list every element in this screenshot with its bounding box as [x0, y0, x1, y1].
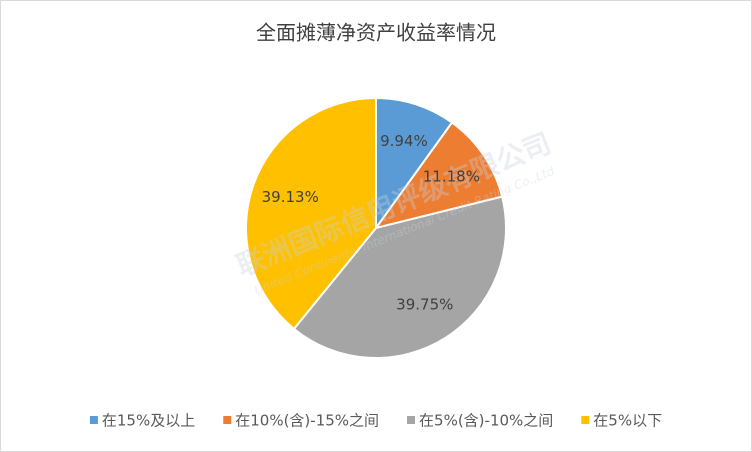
data-label: 39.75%: [396, 295, 453, 313]
legend-marker: [89, 416, 98, 424]
legend-marker: [223, 416, 232, 424]
legend-marker: [407, 416, 416, 424]
legend-label: 在5%以下: [593, 412, 662, 430]
data-label: 11.18%: [423, 167, 480, 185]
legend-marker: [581, 416, 590, 424]
legend-label: 在15%及以上: [102, 412, 195, 430]
chart-title: 全面摊薄净资产收益率情况: [256, 21, 496, 45]
pie-slice: [373, 121, 504, 230]
legend-label: 在10%(含)-15%之间: [235, 412, 379, 430]
pie-slice: [292, 195, 507, 359]
legend-label: 在5%(含)-10%之间: [419, 412, 553, 430]
data-label: 39.13%: [262, 188, 319, 206]
pie-slice: [245, 96, 377, 331]
pie-slice: [375, 96, 454, 232]
data-label: 9.94%: [380, 132, 428, 150]
